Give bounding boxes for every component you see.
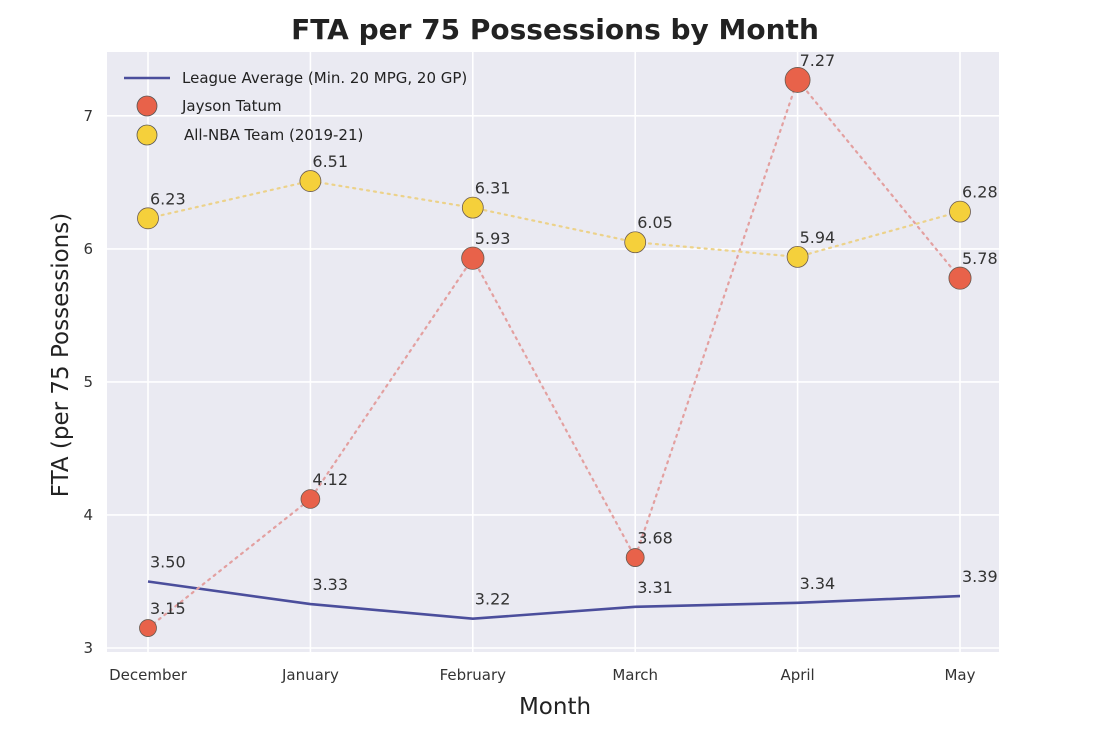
line-jayson-tatum — [146, 77, 962, 630]
data-label-league-average: 3.22 — [475, 590, 511, 609]
y-axis-label: FTA (per 75 Possessions) — [48, 213, 74, 497]
data-label-all-nba-team: 6.28 — [962, 183, 998, 202]
point-jayson-tatum — [625, 548, 645, 567]
point-jayson-tatum — [461, 246, 485, 270]
data-label-all-nba-team: 5.94 — [800, 228, 836, 247]
point-jayson-tatum — [139, 619, 157, 637]
y-tick-label: 7 — [83, 107, 93, 125]
gridlines — [107, 52, 999, 652]
x-tick-label: April — [780, 666, 814, 684]
line-league-average — [147, 580, 961, 621]
data-label-league-average: 3.50 — [150, 552, 186, 571]
data-label-league-average: 3.31 — [637, 578, 673, 597]
point-all-nba-team — [949, 200, 971, 223]
point-all-nba-team — [461, 196, 484, 219]
point-all-nba-team — [624, 231, 647, 254]
data-label-all-nba-team: 6.31 — [475, 179, 511, 198]
data-label-jayson-tatum: 5.78 — [962, 249, 998, 268]
point-all-nba-team — [786, 245, 809, 268]
chart-title: FTA per 75 Possessions by Month — [291, 13, 819, 46]
x-tick-label: December — [109, 666, 188, 684]
x-tick-label: February — [440, 666, 507, 684]
data-label-league-average: 3.33 — [312, 575, 348, 594]
y-tick-label: 3 — [83, 639, 93, 657]
data-label-jayson-tatum: 4.12 — [312, 470, 348, 489]
y-tick-label: 5 — [83, 373, 93, 391]
data-label-league-average: 3.39 — [962, 567, 998, 586]
x-axis-label: Month — [519, 694, 591, 720]
point-jayson-tatum — [948, 266, 972, 290]
data-labels: 3.50 3.33 3.22 3.31 3.34 3.39 3.15 4.12 5.93 3.68… — [150, 51, 998, 618]
x-tick-label: May — [944, 666, 975, 684]
point-jayson-tatum — [784, 67, 811, 93]
x-tick-labels: December January February March April May — [109, 666, 976, 684]
y-tick-label: 4 — [83, 506, 93, 524]
data-label-jayson-tatum: 3.68 — [637, 529, 673, 548]
legend-label-league-average: League Average (Min. 20 MPG, 20 GP) — [182, 69, 467, 87]
point-all-nba-team — [299, 170, 322, 192]
plot-area — [107, 52, 999, 652]
y-tick-labels: 3 4 5 6 7 — [83, 107, 93, 657]
series-league-average — [147, 580, 961, 621]
legend-label-all-nba-team: All-NBA Team (2019-21) — [184, 126, 363, 144]
series-jayson-tatum — [139, 67, 972, 637]
data-label-all-nba-team: 6.05 — [637, 213, 673, 232]
data-label-jayson-tatum: 3.15 — [150, 599, 186, 618]
legend-label-jayson-tatum: Jayson Tatum — [181, 97, 282, 115]
data-label-jayson-tatum: 7.27 — [800, 51, 836, 70]
data-label-jayson-tatum: 5.93 — [475, 229, 511, 248]
x-tick-label: March — [612, 666, 658, 684]
data-label-all-nba-team: 6.23 — [150, 189, 186, 208]
line-all-nba-team — [146, 179, 962, 259]
series-all-nba-team — [137, 170, 971, 268]
x-tick-label: January — [281, 666, 339, 684]
point-jayson-tatum — [300, 489, 321, 509]
data-label-league-average: 3.34 — [800, 574, 836, 593]
legend: League Average (Min. 20 MPG, 20 GP) Jays… — [124, 69, 467, 146]
legend-swatch-all-nba-team — [136, 124, 158, 146]
point-all-nba-team — [137, 207, 159, 230]
legend-swatch-jayson-tatum — [136, 95, 158, 117]
data-label-all-nba-team: 6.51 — [312, 152, 348, 171]
y-tick-label: 6 — [83, 240, 93, 258]
